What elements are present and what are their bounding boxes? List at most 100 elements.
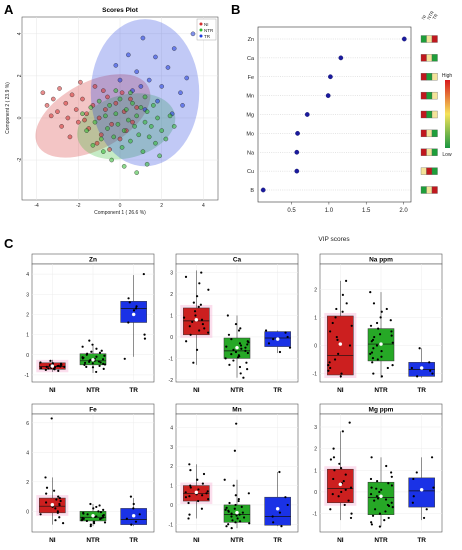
score-point-ntr: [128, 138, 133, 144]
data-point: [389, 319, 392, 322]
data-point: [201, 482, 204, 485]
data-point: [333, 469, 336, 472]
data-point: [239, 344, 243, 347]
heat-column-label: NI: [421, 14, 428, 20]
data-point: [226, 314, 229, 317]
data-point: [372, 347, 375, 350]
data-point: [345, 302, 348, 305]
vip-label-fe: Fe: [248, 75, 254, 81]
score-point-ntr: [159, 128, 164, 133]
data-point: [102, 362, 105, 365]
data-point: [82, 512, 85, 515]
legend-swatch-ntr: [199, 28, 203, 32]
data-point: [143, 333, 146, 336]
data-point: [207, 498, 210, 501]
score-point-ntr: [146, 134, 152, 140]
data-point: [237, 354, 240, 357]
score-point-ntr: [119, 145, 125, 150]
data-point: [370, 456, 373, 459]
scores-plot-points: [40, 31, 196, 175]
mean-marker: [131, 312, 136, 317]
data-point: [237, 499, 240, 503]
y-tick-label: -1: [169, 356, 174, 362]
vip-tick-label: 0.5: [287, 208, 296, 214]
data-point: [236, 356, 240, 359]
score-point-ni: [57, 86, 62, 91]
data-point: [45, 365, 48, 368]
score-point-ni: [55, 109, 60, 114]
score-point-ni: [119, 90, 125, 95]
score-point-ni: [98, 132, 104, 138]
score-point-ntr: [136, 132, 142, 138]
mean-marker: [131, 514, 136, 518]
data-point: [203, 327, 206, 330]
data-point: [267, 342, 271, 345]
data-point: [370, 351, 374, 354]
data-point: [337, 352, 340, 356]
data-point: [232, 348, 235, 351]
score-point-tr: [165, 65, 171, 70]
data-point: [336, 338, 339, 341]
data-point: [92, 522, 96, 525]
data-point: [86, 513, 89, 516]
data-point: [370, 340, 373, 343]
data-point: [272, 337, 275, 341]
score-point-ni: [48, 113, 54, 119]
data-point: [85, 519, 89, 523]
category-label-ni: NI: [49, 537, 56, 544]
score-point-ntr: [88, 105, 94, 110]
data-point: [415, 471, 418, 474]
data-point: [370, 523, 374, 526]
score-point-ntr: [140, 149, 146, 154]
mean-marker: [338, 342, 343, 346]
data-point: [239, 327, 242, 330]
vip-point-mg: [304, 112, 310, 117]
data-point: [127, 297, 130, 300]
data-point: [189, 468, 192, 472]
data-point: [246, 351, 249, 355]
y-tick-label: 0: [26, 509, 29, 515]
data-point: [339, 375, 342, 378]
data-point: [245, 361, 248, 364]
y-tick-label: 0: [170, 335, 173, 341]
score-point-ntr: [126, 117, 131, 123]
score-point-tr: [138, 84, 144, 89]
legend-label-ni: NI: [204, 22, 209, 27]
scores-plot-ellipses: [35, 19, 200, 167]
score-point-ntr: [134, 113, 139, 119]
data-point: [92, 507, 95, 510]
data-point: [187, 517, 190, 520]
data-point: [237, 329, 241, 332]
heat-cell: [420, 54, 427, 62]
data-point: [432, 486, 435, 489]
mean-marker: [419, 366, 424, 370]
y-tick-label: 3: [170, 445, 173, 451]
data-point: [95, 505, 98, 509]
data-point: [45, 492, 48, 495]
score-point-ni: [40, 90, 46, 95]
x-tick-label: -4: [34, 203, 39, 209]
category-label-tr: TR: [417, 387, 426, 394]
data-point: [380, 488, 383, 491]
category-label-tr: TR: [129, 387, 138, 394]
data-point: [101, 358, 105, 361]
score-point-tr: [155, 98, 160, 104]
score-point-tr: [159, 84, 164, 89]
data-point: [380, 310, 383, 313]
data-point: [333, 358, 337, 361]
data-point: [81, 356, 84, 359]
data-point: [376, 358, 379, 361]
data-point: [240, 505, 243, 508]
data-point: [340, 490, 343, 494]
data-point: [54, 519, 57, 522]
data-point: [61, 522, 65, 525]
data-point: [383, 518, 386, 522]
data-point: [49, 359, 52, 362]
y-tick-label: 6: [26, 421, 29, 427]
scores-plot-ticks: -4 -2 0 2 4 -2 0 2 4: [17, 32, 205, 209]
category-label-ntr: NTR: [374, 387, 388, 394]
data-point: [189, 486, 192, 489]
data-point: [223, 478, 226, 481]
data-point: [337, 495, 340, 498]
